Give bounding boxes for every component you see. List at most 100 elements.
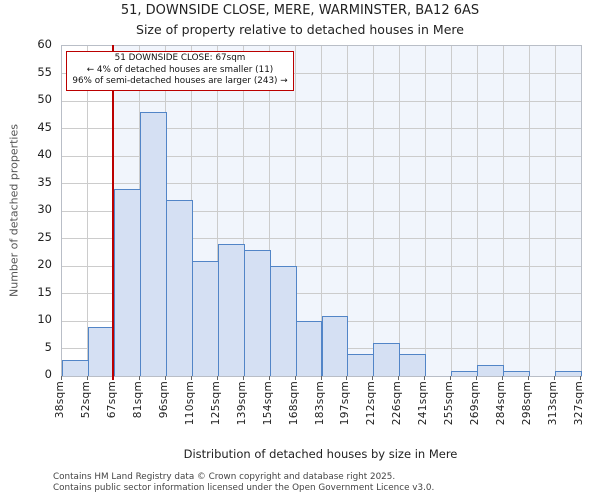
grid-line-vertical bbox=[528, 46, 530, 376]
histogram-bar bbox=[165, 200, 193, 376]
histogram-bar bbox=[373, 343, 401, 376]
x-tick-label: 298sqm bbox=[521, 381, 534, 426]
axis-tick-mark bbox=[190, 376, 192, 380]
annotation-line-2: ← 4% of detached houses are smaller (11) bbox=[86, 64, 274, 75]
x-tick-label: 327sqm bbox=[573, 381, 585, 426]
axis-tick-mark bbox=[86, 376, 88, 380]
grid-line-vertical bbox=[295, 46, 297, 376]
y-tick-label: 40 bbox=[37, 147, 52, 161]
x-tick-label: 125sqm bbox=[209, 381, 222, 426]
footer: Contains HM Land Registry data © Crown c… bbox=[53, 472, 434, 493]
grid-line-vertical bbox=[269, 46, 271, 376]
grid-line-vertical bbox=[502, 46, 504, 376]
histogram-bar bbox=[477, 365, 505, 376]
x-tick-label: 81sqm bbox=[131, 381, 144, 419]
grid-line-vertical bbox=[554, 46, 556, 376]
histogram-bar bbox=[113, 189, 141, 376]
x-tick-label: 183sqm bbox=[313, 381, 326, 426]
y-tick-label: 0 bbox=[44, 367, 52, 381]
histogram-bar bbox=[399, 354, 427, 376]
histogram-bar bbox=[555, 370, 582, 376]
grid-line-vertical bbox=[424, 46, 426, 376]
annotation-box: 51 DOWNSIDE CLOSE: 67sqm ← 4% of detache… bbox=[66, 51, 294, 91]
annotation-line-1: 51 DOWNSIDE CLOSE: 67sqm bbox=[114, 53, 246, 63]
axis-tick-mark bbox=[61, 376, 62, 380]
axis-tick-mark bbox=[346, 376, 348, 380]
y-tick-label: 25 bbox=[37, 229, 52, 244]
x-tick-label: 241sqm bbox=[417, 381, 430, 426]
axis-tick-mark bbox=[268, 376, 270, 380]
histogram-bar bbox=[269, 266, 297, 376]
y-tick-label: 55 bbox=[37, 64, 52, 79]
x-tick-label: 269sqm bbox=[469, 381, 482, 426]
axis-tick-mark bbox=[528, 376, 530, 380]
y-tick-label: 5 bbox=[44, 339, 52, 354]
histogram-bar bbox=[347, 354, 375, 376]
axis-tick-mark bbox=[424, 376, 426, 380]
grid-line-vertical bbox=[398, 46, 400, 376]
chart-subtitle: Size of property relative to detached ho… bbox=[136, 22, 464, 37]
histogram-bar bbox=[451, 370, 479, 376]
y-tick-label: 30 bbox=[37, 202, 52, 216]
axis-tick-mark bbox=[372, 376, 374, 380]
x-tick-label: 284sqm bbox=[495, 381, 508, 426]
axis-tick-mark bbox=[476, 376, 478, 380]
axis-tick-mark bbox=[164, 376, 166, 380]
chart-title: 51, DOWNSIDE CLOSE, MERE, WARMINSTER, BA… bbox=[120, 3, 480, 18]
histogram-bar bbox=[243, 249, 271, 376]
annotation-line-3: 96% of semi-detached houses are larger (… bbox=[72, 76, 288, 87]
x-tick-label: 52sqm bbox=[79, 381, 92, 419]
footer-line-1: Contains HM Land Registry data © Crown c… bbox=[53, 472, 396, 482]
x-tick-label: 110sqm bbox=[183, 381, 196, 426]
x-tick-label: 313sqm bbox=[547, 381, 560, 426]
grid-line-vertical bbox=[217, 46, 219, 376]
y-tick-label: 60 bbox=[37, 37, 52, 51]
property-size-marker-line bbox=[111, 45, 114, 380]
plot-area bbox=[61, 45, 582, 377]
axis-tick-mark bbox=[554, 376, 556, 380]
histogram-bar bbox=[503, 370, 531, 376]
grid-line-vertical bbox=[450, 46, 452, 376]
x-tick-label: 197sqm bbox=[339, 381, 352, 426]
x-axis-title: Distribution of detached houses by size … bbox=[183, 447, 458, 461]
x-tick-label: 96sqm bbox=[157, 381, 170, 419]
histogram-bar bbox=[87, 326, 115, 376]
axis-tick-mark bbox=[294, 376, 296, 380]
y-tick-label: 45 bbox=[37, 119, 52, 134]
footer-line-2: Contains public sector information licen… bbox=[53, 482, 435, 493]
axis-tick-mark bbox=[138, 376, 140, 380]
histogram-bar bbox=[191, 260, 219, 376]
x-tick-label: 154sqm bbox=[261, 381, 274, 426]
histogram-bar bbox=[321, 315, 349, 376]
x-tick-label: 212sqm bbox=[365, 381, 378, 426]
x-tick-label: 38sqm bbox=[54, 381, 66, 419]
x-tick-label: 139sqm bbox=[235, 381, 248, 426]
grid-line-vertical bbox=[243, 46, 245, 376]
grid-line-vertical bbox=[476, 46, 478, 376]
y-tick-label: 35 bbox=[37, 174, 52, 189]
axis-tick-mark bbox=[450, 376, 452, 380]
axis-tick-mark bbox=[242, 376, 244, 380]
grid-line-vertical bbox=[87, 46, 89, 376]
grid-line-vertical bbox=[321, 46, 322, 376]
x-tick-label: 226sqm bbox=[391, 381, 404, 426]
y-tick-label: 10 bbox=[37, 312, 52, 326]
histogram-bar bbox=[295, 321, 323, 376]
x-tick-label: 255sqm bbox=[443, 381, 456, 426]
axis-tick-mark bbox=[502, 376, 504, 380]
axis-tick-mark bbox=[580, 376, 581, 380]
grid-line-vertical bbox=[346, 46, 348, 376]
y-tick-label: 20 bbox=[37, 257, 52, 271]
y-tick-label: 50 bbox=[37, 92, 52, 106]
histogram-bar bbox=[62, 359, 89, 376]
axis-tick-mark bbox=[398, 376, 400, 380]
x-tick-label: 168sqm bbox=[287, 381, 300, 426]
axis-tick-mark bbox=[216, 376, 218, 380]
histogram-bar bbox=[139, 112, 167, 376]
x-tick-label: 67sqm bbox=[105, 381, 118, 419]
grid-line-vertical bbox=[372, 46, 374, 376]
histogram-bar bbox=[217, 244, 245, 376]
axis-tick-mark bbox=[320, 376, 322, 380]
y-tick-label: 15 bbox=[37, 284, 52, 299]
